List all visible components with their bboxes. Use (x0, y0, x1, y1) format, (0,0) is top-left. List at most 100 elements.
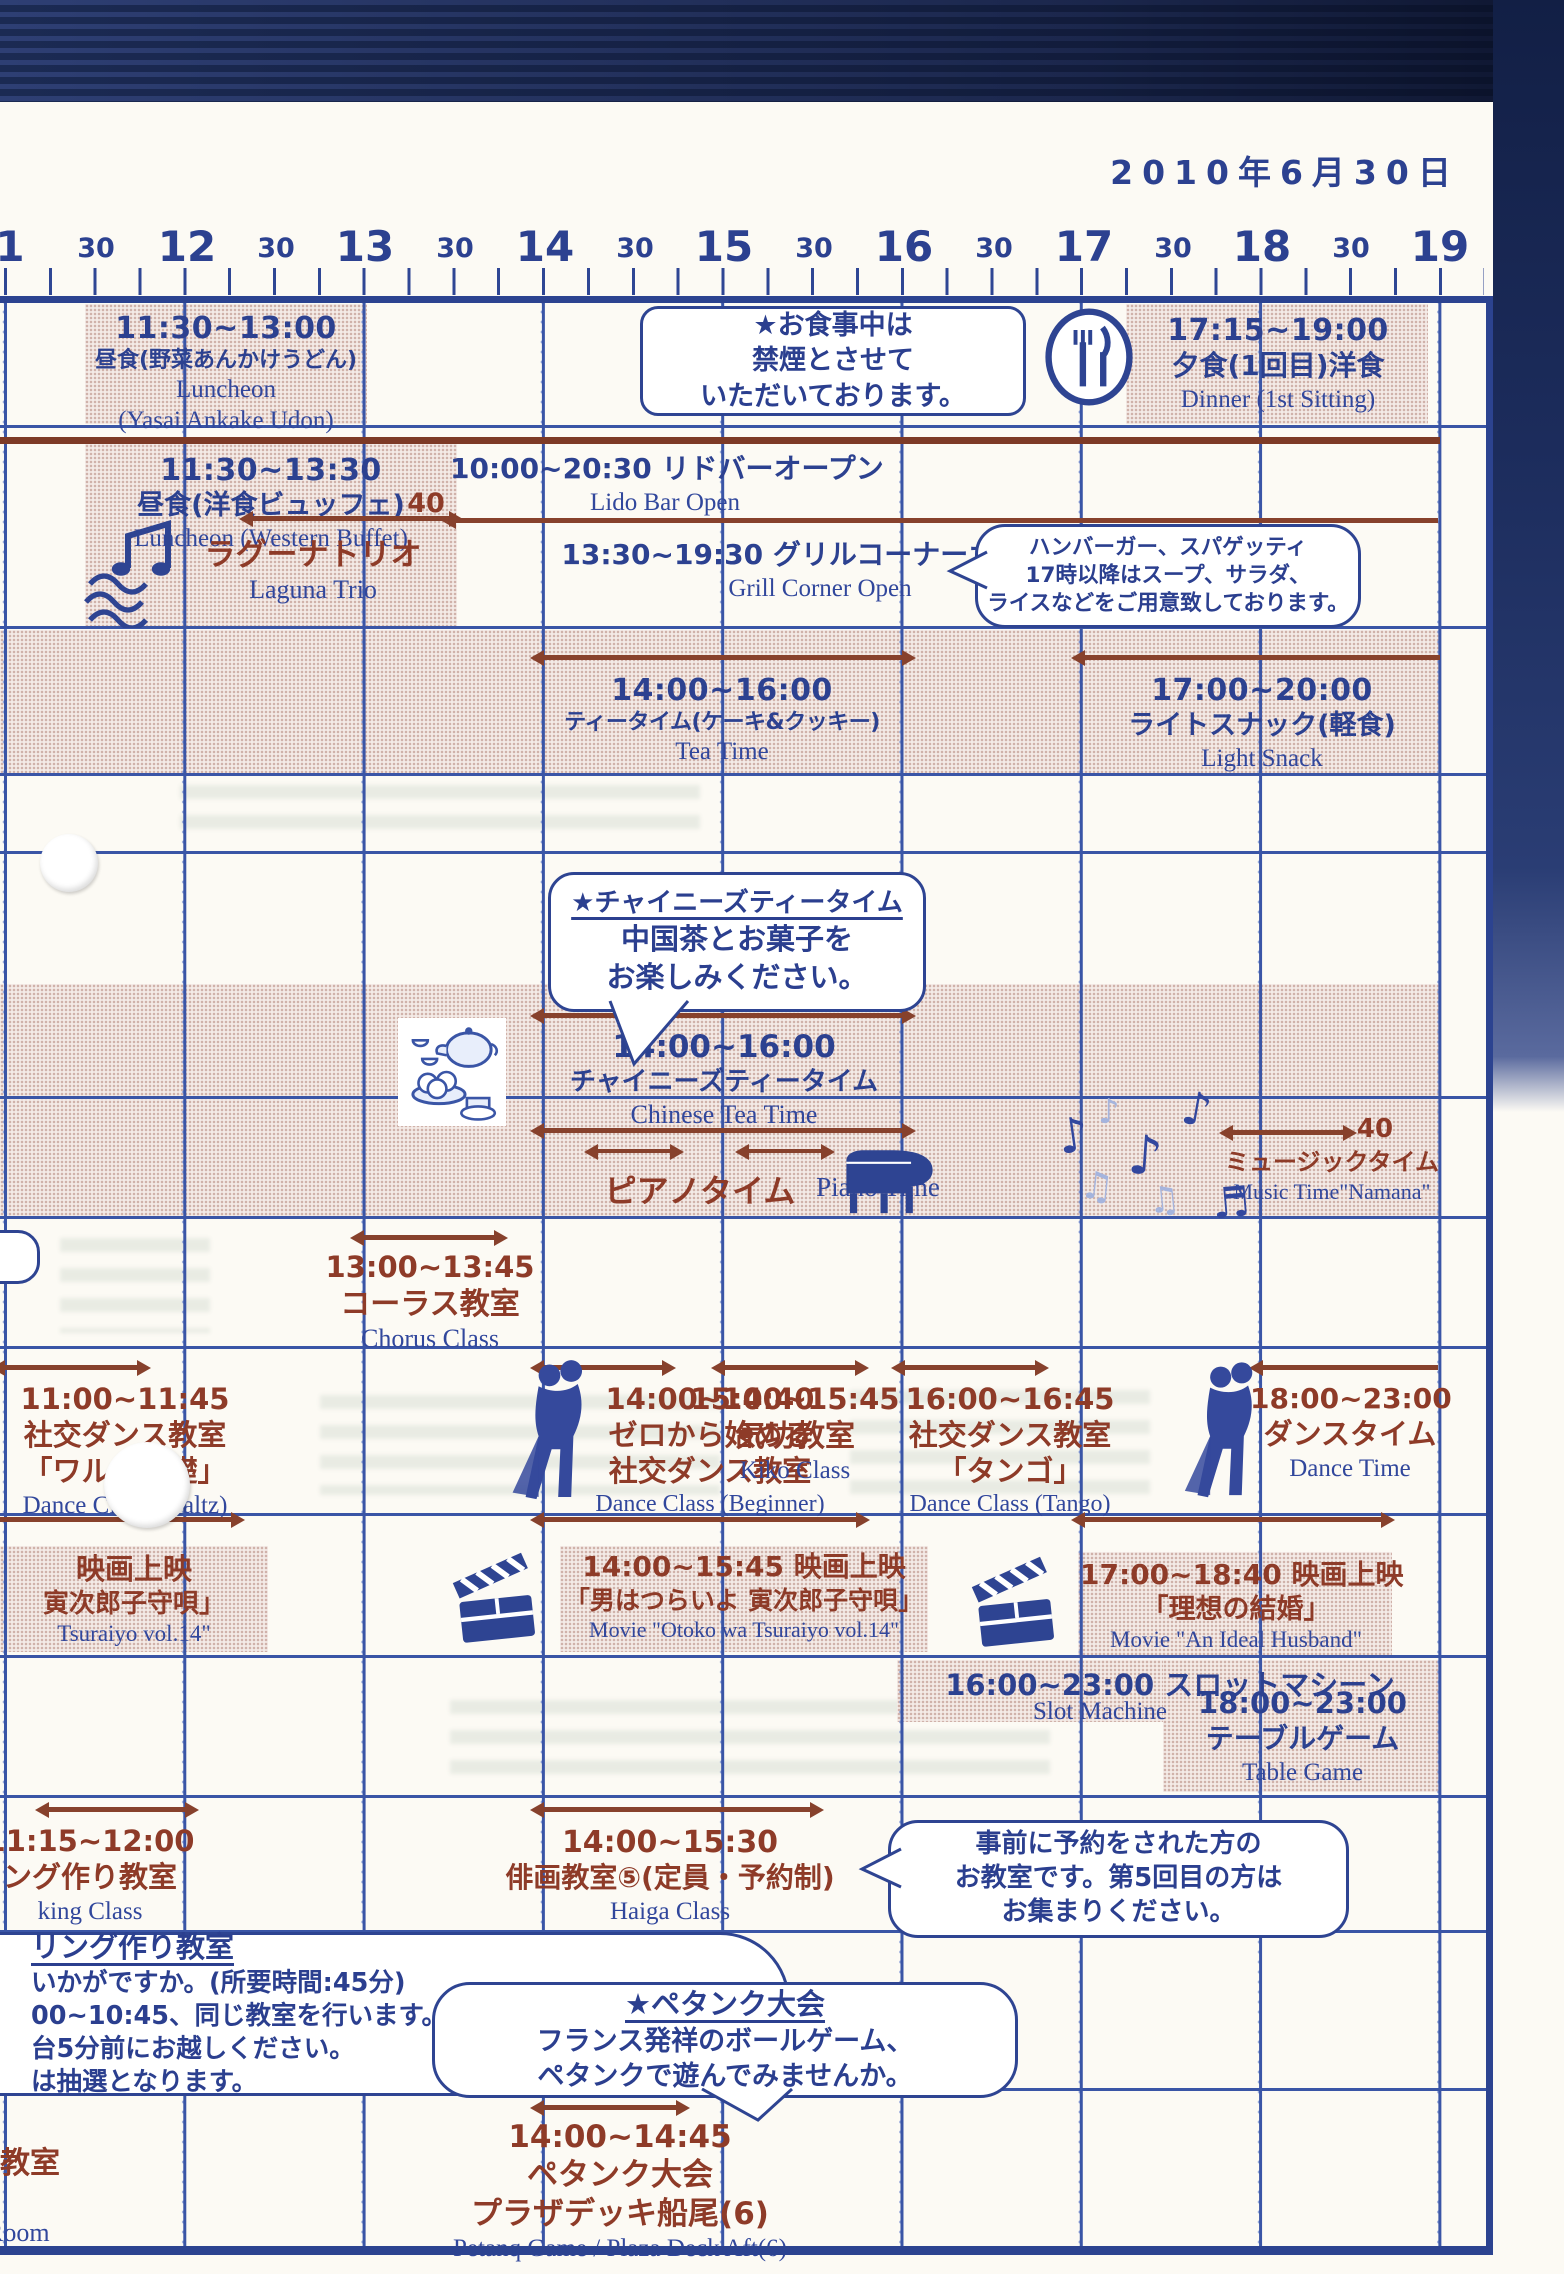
grill-range-arrow (442, 512, 1438, 529)
room-label-en: Room (0, 2218, 50, 2247)
event-dance-time: 18:00~23:00 ダンスタイム Dance Time (1250, 1382, 1452, 1482)
cut-bubble-edge (0, 1230, 40, 1284)
event-lunch-udon: 11:30~13:00 昼食(野菜あんかけうどん) Luncheon (Yasa… (94, 311, 358, 435)
event-lido-bar: 10:00~20:30 リドバーオープン Lido Bar Open (450, 452, 884, 516)
piano-range-arrow (530, 1122, 916, 1139)
axis-hour-11: 1 (0, 222, 25, 271)
no-smoking-note: ★お食事中は 禁煙とさせて いただいております。 (640, 306, 1026, 416)
row-line (0, 773, 1487, 776)
tea-set-icon (398, 1018, 506, 1126)
chinese-tea-bubble: ★チャイニーズティータイム 中国茶とお菓子を お楽しみください。 (548, 872, 926, 1012)
chinese-tea-bubble-tail (608, 1000, 690, 1067)
laguna-minutes: 40 (407, 488, 445, 519)
event-dance-beginner: 14:00~14:40 ゼロから始める 社交ダンス教室 Dance Class … (595, 1382, 825, 1517)
movie-left-range-arrow (0, 1511, 245, 1528)
right-border (1486, 296, 1493, 2255)
row-line (0, 851, 1487, 854)
axis-half-label: 30 (616, 233, 654, 264)
row-line (0, 1216, 1487, 1219)
waltz-range-arrow (0, 1359, 151, 1376)
dancing-couple-icon (1184, 1362, 1253, 1498)
row-line (0, 1513, 1487, 1516)
ring-range-arrow (35, 1801, 199, 1818)
music-note-icon: ♫ (1145, 1178, 1183, 1223)
music-range-arrow (1219, 1124, 1357, 1141)
event-slot-machine: 16:00~23:00 スロットマシーン (945, 1668, 1395, 1702)
event-laguna-trio: ラグーナトリオ Laguna Trio (204, 537, 422, 605)
right-binding-band (1493, 0, 1564, 1112)
axis-hour-15: 15 (694, 222, 754, 271)
axis-hour-16: 16 (874, 222, 934, 271)
grand-piano-icon (846, 1150, 933, 1214)
axis-half-label: 30 (1332, 233, 1370, 264)
music-note-icon: ♬ (1209, 1176, 1252, 1229)
kiko-range-arrow (711, 1359, 869, 1376)
top-binding-band (0, 0, 1564, 102)
petanque-bubble-tail (701, 2088, 794, 2122)
event-chinese-tea: 14:00~16:00 チャイニーズティータイム Chinese Tea Tim… (569, 1029, 879, 1129)
snack-range-arrow (1071, 649, 1440, 666)
row-line (0, 1655, 1487, 1658)
chinese-tea-range-arrow (530, 1007, 916, 1024)
axis-hour-14: 14 (515, 222, 575, 271)
event-light-snack: 17:00~20:00 ライトスナック(軽食) Light Snack (1128, 673, 1396, 772)
piano-sub-arrow (584, 1143, 684, 1160)
axis-hour-13: 13 (335, 222, 395, 271)
music-notes-icon (84, 519, 171, 628)
axis-half-label: 30 (795, 233, 833, 264)
lido-bar-range-line (0, 437, 1440, 444)
music-note-icon: ♪ (1125, 1122, 1165, 1189)
music-note-icon: ♪ (1098, 1092, 1120, 1132)
tea-range-arrow (530, 649, 916, 666)
event-dinner: 17:15~19:00 夕食(1回目)洋食 Dinner (1st Sittin… (1167, 313, 1389, 413)
event-table-game: 18:00~23:00 テーブルゲーム Table Game (1198, 1686, 1407, 1786)
event-petanque: 14:00~14:45 ペタンク大会 プラザデッキ船尾(6) Petanq Ga… (453, 2119, 787, 2262)
movie2-range-arrow (1071, 1511, 1395, 1528)
event-haiga: 14:00~15:30 俳画教室⑤(定員・予約制) Haiga Class (505, 1825, 835, 1925)
haiga-reservation-bubble: 事前に予約をされた方の お教室です。第5回目の方は お集まりください。 (888, 1820, 1349, 1938)
room-label-jp: 教室 (0, 2146, 60, 2181)
hole-punch (40, 834, 98, 892)
grill-bubble-tail (946, 550, 988, 590)
petanque-info-bubble: ★ペタンク大会 フランス発祥のボールゲーム、 ペタンクで遊んでみませんか。 (432, 1982, 1018, 2098)
piano-sub-arrow (735, 1143, 835, 1160)
axis-half-label: 30 (975, 233, 1013, 264)
event-tea-time: 14:00~16:00 ティータイム(ケーキ&クッキー) Tea Time (564, 673, 880, 766)
row-line (0, 1096, 1487, 1099)
clapperboard-icon (971, 1556, 1054, 1647)
row-line (0, 626, 1487, 629)
chorus-range-arrow (350, 1229, 508, 1246)
event-music-time: ミュージックタイム Music Time"Namana" (1224, 1148, 1440, 1204)
tango-range-arrow (891, 1359, 1049, 1376)
event-tango: 16:00~16:45 社交ダンス教室 「タンゴ」 Dance Class (T… (905, 1382, 1115, 1517)
music-minutes: 40 (1356, 1114, 1394, 1144)
axis-hour-17: 17 (1054, 222, 1114, 271)
movie1-range-arrow (530, 1511, 870, 1528)
row-line (0, 1346, 1487, 1349)
row-line (0, 1930, 1487, 1933)
beginner-range-arrow (530, 1359, 676, 1376)
event-movie1: 14:00~15:45 映画上映 「男はつらいよ 寅次郎子守唄」 Movie "… (564, 1550, 924, 1642)
event-ring-class: 11:15~12:00 ング作り教室 king Class (0, 1824, 195, 1925)
haiga-bubble-tail (858, 1847, 902, 1889)
axis-half-label: 30 (77, 233, 115, 264)
axis-half-label: 30 (1154, 233, 1192, 264)
program-date: 2010年6月30日 (1110, 153, 1460, 192)
fork-knife-icon (1045, 308, 1133, 406)
clapperboard-icon (452, 1552, 535, 1643)
axis-hour-12: 12 (157, 222, 217, 271)
haiga-range-arrow (530, 1801, 824, 1818)
dancing-couple-icon (512, 1360, 583, 1500)
axis-ticks (4, 268, 1484, 295)
axis-hour-18: 18 (1232, 222, 1292, 271)
axis-border (0, 296, 1493, 303)
event-movie2: 17:00~18:40 映画上映 「理想の結婚」 Movie "An Ideal… (1080, 1558, 1404, 1653)
music-note-icon: ♫ (1077, 1162, 1117, 1210)
event-kiko: 15:00~15:45 気功教室 Kiko Class (690, 1382, 900, 1485)
petanque-range-arrow (530, 2099, 690, 2116)
event-movie-cutoff: 映画上映 寅次郎子守唄」 Tsuraiyo vol.14" (42, 1552, 225, 1647)
row-line (0, 425, 1487, 428)
laguna-range-arrow (239, 510, 463, 527)
hole-punch (104, 1442, 190, 1528)
axis-half-label: 30 (257, 233, 295, 264)
